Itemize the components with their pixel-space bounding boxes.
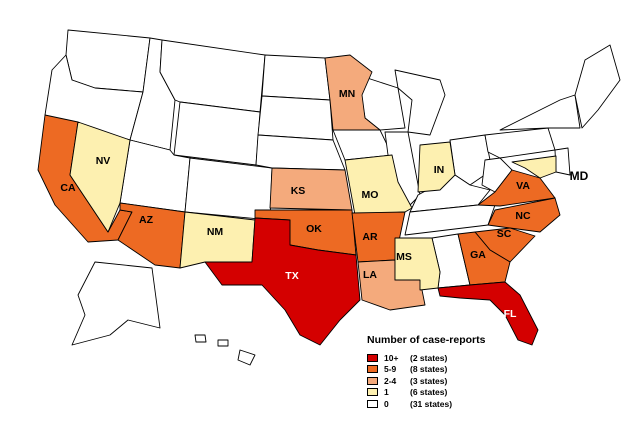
label-ms: MS — [396, 251, 412, 263]
legend-range: 10+ — [384, 352, 399, 363]
state-ny — [499, 94, 581, 131]
label-nc: NC — [515, 210, 531, 222]
state-tx — [204, 217, 361, 346]
legend-count: (31 states) — [410, 398, 453, 409]
map-legend: Number of case-reports 10+ (2 states) 5-… — [367, 334, 517, 410]
label-ga: GA — [470, 249, 486, 261]
state-hi — [194, 334, 256, 366]
label-md: MD — [570, 169, 589, 183]
state-sd — [257, 95, 334, 141]
legend-range: 5-9 — [384, 364, 397, 375]
label-fl: FL — [504, 308, 517, 320]
legend-range: 2-4 — [384, 375, 397, 386]
state-ms — [394, 237, 441, 291]
legend-title: Number of case-reports — [367, 334, 486, 346]
legend-swatch — [367, 388, 378, 397]
label-nm: NM — [207, 226, 224, 238]
state-labels: NV CA AZ NM TX OK KS MN MO AR LA MS IN V… — [60, 88, 588, 320]
legend-swatch — [367, 353, 378, 362]
state-nj-de — [554, 147, 571, 176]
label-ar: AR — [362, 231, 378, 243]
state-mn — [324, 54, 381, 131]
legend-entry: 10+ (2 states) — [367, 352, 517, 364]
label-ca: CA — [60, 182, 76, 194]
legend-count: (2 states) — [410, 352, 448, 363]
label-sc: SC — [497, 228, 512, 240]
state-fl — [437, 281, 539, 346]
unreported-states — [44, 29, 621, 366]
label-tx: TX — [285, 270, 298, 282]
label-az: AZ — [139, 214, 154, 226]
legend-count: (8 states) — [410, 364, 448, 375]
legend-swatch — [367, 376, 378, 385]
legend-entry: 1 (6 states) — [367, 387, 517, 399]
legend-range: 0 — [384, 398, 389, 409]
legend-swatch — [367, 399, 378, 408]
state-new-england — [574, 44, 621, 129]
reported-states — [37, 54, 561, 346]
legend-range: 1 — [384, 387, 389, 398]
legend-entry: 0 (31 states) — [367, 398, 517, 410]
state-wy — [173, 101, 261, 166]
state-nm — [179, 211, 256, 269]
legend-entry: 2-4 (3 states) — [367, 375, 517, 387]
legend-entry: 5-9 (8 states) — [367, 364, 517, 376]
state-ne — [255, 134, 346, 171]
label-la: LA — [363, 269, 377, 281]
label-in: IN — [434, 164, 445, 176]
legend-count: (3 states) — [410, 375, 448, 386]
state-nv — [69, 121, 131, 233]
state-ks — [269, 167, 353, 211]
label-mn: MN — [339, 88, 355, 100]
label-mo: MO — [362, 189, 379, 201]
label-ks: KS — [291, 185, 306, 197]
legend-swatch — [367, 365, 378, 374]
legend-count: (6 states) — [410, 387, 448, 398]
label-ok: OK — [306, 223, 322, 235]
state-in — [417, 141, 456, 193]
state-ak — [71, 261, 161, 346]
state-tn — [404, 204, 496, 236]
state-mt — [159, 39, 266, 113]
state-md — [511, 155, 557, 179]
state-mi — [394, 69, 446, 136]
label-nv: NV — [96, 155, 111, 167]
label-va: VA — [516, 180, 530, 192]
state-pa — [484, 127, 556, 159]
state-nd — [261, 54, 331, 101]
